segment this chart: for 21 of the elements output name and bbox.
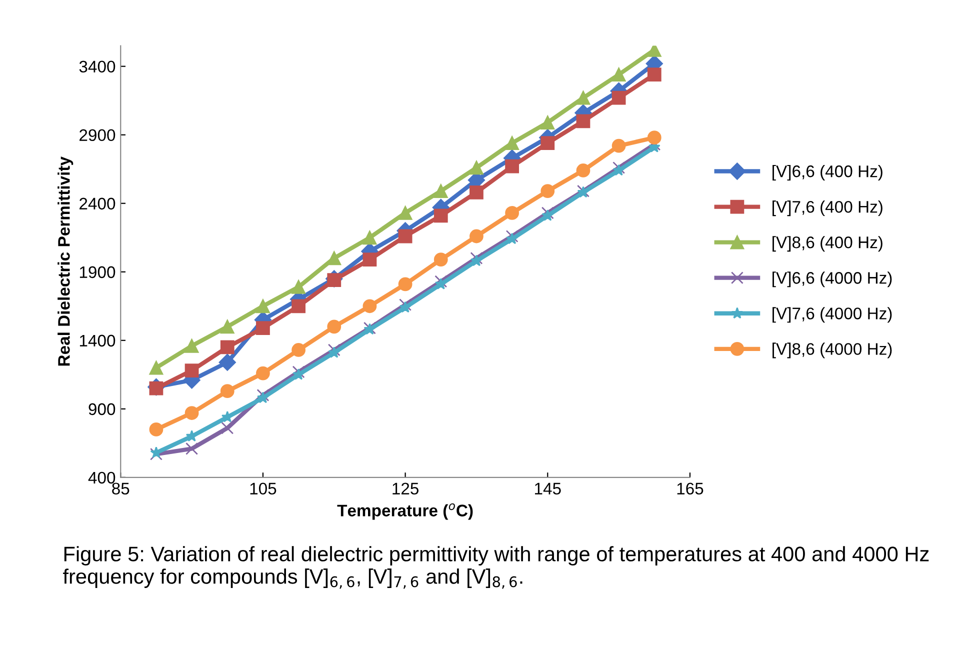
y-axis-title: Real Dielectric Permittivity <box>58 156 74 366</box>
x-tick-label: 145 <box>535 482 561 495</box>
caption: Figure 5: Variation of real dielectric permittivity with range of temperatures at 400 and 4000 Hz frequency for compounds [V]$_{6,6}$, [V]$_{7,6}$ and [V]$_{8,6}$. <box>63 546 929 589</box>
y-tick-label: 1900 <box>80 266 116 278</box>
legend-label: [V]7,6 (400 Hz) <box>772 200 882 216</box>
y-tick-label: 2900 <box>80 129 116 142</box>
legend-label: [V]6,6 (400 Hz) <box>772 164 882 181</box>
legend-label: [V]6,6 (4000 Hz) <box>772 272 892 288</box>
y-tick-label: 2400 <box>80 198 116 210</box>
legend-label: [V]7,6 (4000 Hz) <box>772 307 892 323</box>
legend-label: [V]8,6 (400 Hz) <box>772 236 882 252</box>
x-tick-label: 125 <box>392 482 419 495</box>
y-tick-label: 3400 <box>79 60 116 73</box>
y-tick-label: 900 <box>88 403 116 416</box>
x-tick-label: 105 <box>250 482 276 495</box>
x-axis-title: Temperature ($^{o}$C) <box>337 503 473 520</box>
x-tick-label: 85 <box>112 482 130 495</box>
x-tick-label: 165 <box>677 482 704 495</box>
y-tick-label: 400 <box>88 472 116 484</box>
y-tick-label: 1400 <box>80 334 116 347</box>
legend-label: [V]8,6 (4000 Hz) <box>772 342 892 358</box>
